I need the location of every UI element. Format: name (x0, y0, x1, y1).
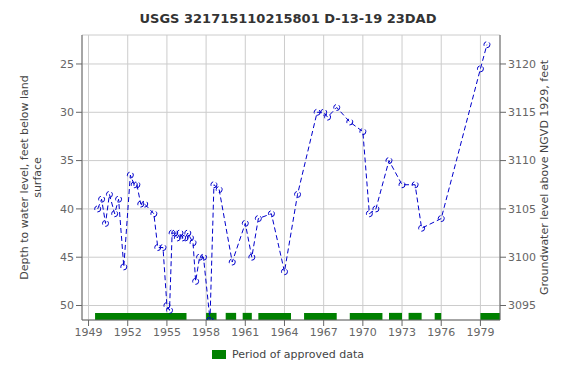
html-text:Period of approved data: Period of approved data (231, 348, 365, 361)
svg-text:40: 40 (60, 203, 74, 216)
svg-text:3105: 3105 (508, 203, 536, 216)
svg-text:3120: 3120 (508, 58, 536, 71)
svg-text:1967: 1967 (310, 326, 338, 339)
svg-text:30: 30 (60, 106, 74, 119)
svg-text:25: 25 (60, 58, 74, 71)
svg-text:3095: 3095 (508, 299, 536, 312)
svg-text:3115: 3115 (508, 106, 536, 119)
svg-text:1979: 1979 (466, 326, 494, 339)
svg-text:3100: 3100 (508, 251, 536, 264)
svg-text:1976: 1976 (427, 326, 455, 339)
svg-text:1949: 1949 (75, 326, 103, 339)
svg-text:1973: 1973 (388, 326, 416, 339)
svg-text:35: 35 (60, 154, 74, 167)
svg-text:1970: 1970 (349, 326, 377, 339)
svg-text:1964: 1964 (270, 326, 298, 339)
svg-text:45: 45 (60, 251, 74, 264)
svg-text:1958: 1958 (192, 326, 220, 339)
svg-text:1961: 1961 (231, 326, 259, 339)
svg-text:Depth to water level, feet bel: Depth to water level, feet below landsur… (18, 75, 44, 280)
svg-text:50: 50 (60, 299, 74, 312)
svg-text:Groundwater level above NGVD 1: Groundwater level above NGVD 1929, feet (538, 59, 551, 295)
svg-text:1955: 1955 (153, 326, 181, 339)
html-text:USGS 321715110215801 D-13-19 2: USGS 321715110215801 D-13-19 23DAD (139, 11, 437, 26)
svg-text:3110: 3110 (508, 154, 536, 167)
svg-text:1952: 1952 (114, 326, 142, 339)
